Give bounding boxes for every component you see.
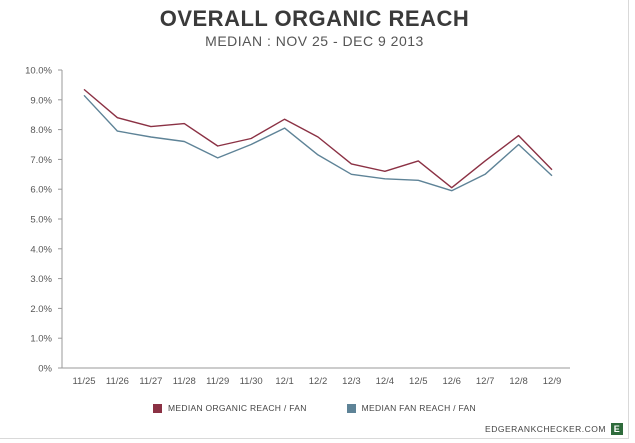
series-line-organic-reach [83, 88, 553, 189]
chart-subtitle: MEDIAN : NOV 25 - DEC 9 2013 [205, 33, 424, 49]
x-tick-label: 11/28 [173, 376, 196, 387]
x-tick-label: 11/29 [206, 376, 229, 387]
y-tick-label: 2.0% [30, 304, 52, 315]
y-tick-label: 5.0% [30, 215, 52, 226]
y-tick-label: 0% [38, 364, 52, 375]
y-tick-label: 1.0% [30, 334, 52, 345]
x-tick-label: 11/26 [106, 376, 129, 387]
y-tick-label: 7.0% [30, 155, 52, 166]
chart-title: OVERALL ORGANIC REACH [159, 6, 470, 31]
brand-text: EDGERANKCHECKER.COM [485, 424, 606, 434]
legend-label-fan: MEDIAN FAN REACH / FAN [361, 403, 476, 413]
y-tick-label: 6.0% [30, 185, 52, 196]
x-tick-label: 11/25 [72, 376, 95, 387]
series-line-fan-reach [83, 94, 553, 192]
y-tick-label: 10.0% [25, 66, 52, 77]
x-tick-label: 12/3 [342, 376, 361, 387]
x-tick-label: 12/7 [476, 376, 495, 387]
x-tick-label: 12/2 [309, 376, 328, 387]
x-tick-label: 12/8 [509, 376, 528, 387]
brand-logo-icon: E [611, 423, 623, 435]
legend-label-organic: MEDIAN ORGANIC REACH / FAN [168, 403, 307, 413]
legend: MEDIAN ORGANIC REACH / FAN MEDIAN FAN RE… [0, 403, 629, 413]
line-chart: 0% 1.0% 2.0% 3.0% 4.0% 5.0% 6.0% 7.0% 8.0% 9.0% 10… [25, 66, 570, 387]
x-tick-label: 11/30 [240, 376, 263, 387]
x-tick-label: 12/4 [376, 376, 395, 387]
y-tick-label: 8.0% [30, 125, 52, 136]
legend-item-fan-reach: MEDIAN FAN REACH / FAN [346, 403, 476, 413]
legend-swatch-fan [346, 403, 356, 413]
y-tick-label: 4.0% [30, 244, 52, 255]
x-tick-label: 12/6 [442, 376, 461, 387]
x-tick-label: 12/5 [409, 376, 428, 387]
x-tick-label: 12/9 [543, 376, 562, 387]
y-tick-label: 9.0% [30, 95, 52, 106]
x-tick-label: 12/1 [275, 376, 294, 387]
brand-footer: EDGERANKCHECKER.COM E [485, 423, 623, 435]
y-tick-label: 3.0% [30, 274, 52, 285]
legend-item-organic-reach: MEDIAN ORGANIC REACH / FAN [153, 403, 307, 413]
legend-swatch-organic [153, 403, 163, 413]
x-tick-label: 11/27 [139, 376, 162, 387]
